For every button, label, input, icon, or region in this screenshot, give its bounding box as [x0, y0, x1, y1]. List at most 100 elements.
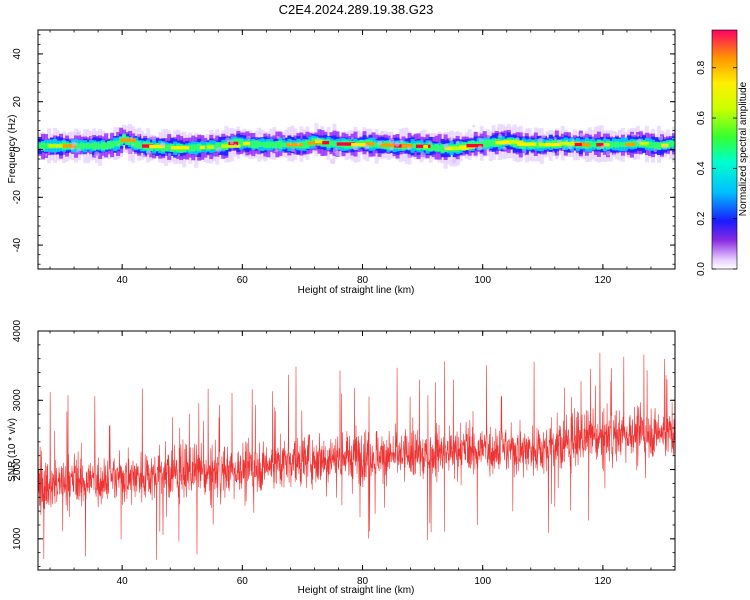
heatmap-speckle	[56, 146, 59, 149]
heatmap-peak	[625, 142, 636, 147]
heatmap-speckle	[159, 142, 165, 148]
heatmap-cell	[164, 144, 169, 152]
spectrogram-heatmap	[38, 122, 675, 169]
heatmap-speckle	[537, 137, 544, 144]
heatmap-speckle	[136, 134, 141, 138]
heatmap-speckle	[352, 144, 359, 151]
heatmap-cell	[611, 142, 616, 148]
heatmap-speckle	[70, 146, 75, 151]
heatmap-speckle	[146, 150, 151, 155]
spectrogram-xlabel: Height of straight line (km)	[298, 285, 415, 296]
heatmap-peak	[242, 141, 250, 146]
heatmap-cell	[485, 139, 490, 148]
y-tick-label: 0	[12, 146, 23, 152]
heatmap-speckle	[571, 138, 575, 143]
colorbar-tick-label: 0.2	[696, 211, 707, 225]
spectrogram-axes: 40 60 80 100 120 -40 -20 0 20 40	[12, 30, 676, 286]
heatmap-speckle	[555, 156, 559, 160]
y-tick-label: 20	[12, 96, 23, 108]
heatmap-cell	[656, 142, 661, 150]
heatmap-speckle	[496, 127, 500, 130]
heatmap-speckle	[122, 135, 125, 138]
colorbar-tick-label: 0.6	[696, 111, 707, 125]
heatmap-speckle	[658, 135, 664, 141]
heatmap-cell	[413, 143, 418, 149]
heatmap-speckle	[394, 141, 400, 147]
snr-ylabel: SNR (10 * v/v)	[7, 418, 18, 482]
heatmap-speckle	[215, 147, 222, 153]
snr-series-line	[38, 352, 675, 560]
heatmap-cell	[266, 141, 271, 149]
colorbar-frame	[711, 29, 738, 270]
heatmap-peak	[596, 143, 610, 147]
heatmap-speckle	[266, 133, 269, 137]
heatmap-peak	[62, 144, 77, 148]
heatmap-speckle	[233, 143, 237, 147]
x-tick-label: 60	[237, 275, 249, 286]
snr-frame	[37, 330, 676, 571]
heatmap-speckle	[127, 148, 133, 154]
y-tick-label: 2000	[12, 458, 23, 481]
heatmap-cell	[80, 142, 85, 150]
heatmap-cell	[41, 142, 46, 151]
heatmap-speckle	[335, 150, 341, 157]
heatmap-cell	[263, 141, 268, 148]
heatmap-cell	[482, 139, 487, 148]
heatmap-cell	[671, 141, 675, 147]
heatmap-speckle	[363, 144, 370, 150]
heatmap-peak	[322, 141, 330, 145]
heatmap-speckle	[151, 136, 157, 141]
heatmap-peak	[466, 144, 484, 148]
heatmap-speckle	[380, 130, 384, 135]
heatmap-cell	[260, 142, 265, 147]
heatmap-cell	[437, 145, 442, 152]
heatmap-cell	[593, 141, 598, 148]
heatmap-cell	[269, 141, 274, 148]
heatmap-cell	[488, 139, 493, 147]
heatmap-speckle	[600, 145, 604, 149]
heatmap-speckle	[515, 137, 520, 141]
heatmap-cell	[83, 143, 88, 149]
heatmap-cell	[167, 144, 172, 151]
heatmap-speckle	[329, 158, 336, 165]
heatmap-speckle	[605, 150, 611, 156]
heatmap-peak	[365, 142, 375, 146]
heatmap-cell	[248, 141, 253, 147]
heatmap-peak	[574, 142, 585, 147]
x-tick-label: 60	[237, 576, 249, 587]
heatmap-peak	[509, 140, 524, 144]
heatmap-cell	[620, 142, 625, 148]
heatmap-peak	[199, 145, 205, 150]
heatmap-speckle	[636, 134, 640, 138]
heatmap-cell	[92, 142, 97, 150]
heatmap-cell	[113, 140, 118, 147]
snr-xlabel: Height of straight line (km)	[298, 585, 415, 596]
heatmap-cell	[107, 140, 112, 150]
heatmap-speckle	[502, 146, 507, 151]
heatmap-speckle	[130, 136, 133, 140]
heatmap-cell	[98, 143, 103, 149]
heatmap-speckle	[83, 135, 86, 138]
heatmap-peak	[141, 144, 154, 148]
heatmap-speckle	[541, 134, 547, 139]
heatmap-cell	[194, 144, 199, 151]
snr-axes: 40 60 80 100 120 1000 2000 3000 4000	[12, 319, 676, 587]
chart-title: C2E4.2024.289.19.38.G23	[279, 2, 434, 17]
heatmap-speckle	[407, 154, 411, 159]
x-tick-label: 80	[357, 576, 369, 587]
heatmap-cell	[278, 140, 283, 149]
heatmap-speckle	[420, 152, 426, 158]
heatmap-cell	[188, 144, 193, 152]
heatmap-cell	[236, 139, 241, 147]
x-tick-label: 120	[595, 576, 612, 587]
heatmap-speckle	[399, 139, 404, 144]
heatmap-speckle	[498, 133, 503, 138]
heatmap-speckle	[631, 133, 635, 137]
heatmap-speckle	[258, 132, 261, 135]
heatmap-speckle	[407, 146, 411, 150]
colorbar-tick-label: 0.8	[696, 60, 707, 74]
heatmap-speckle	[553, 137, 557, 141]
heatmap-cell	[332, 140, 337, 147]
heatmap-cell	[191, 144, 196, 152]
heatmap-cell	[281, 142, 286, 148]
